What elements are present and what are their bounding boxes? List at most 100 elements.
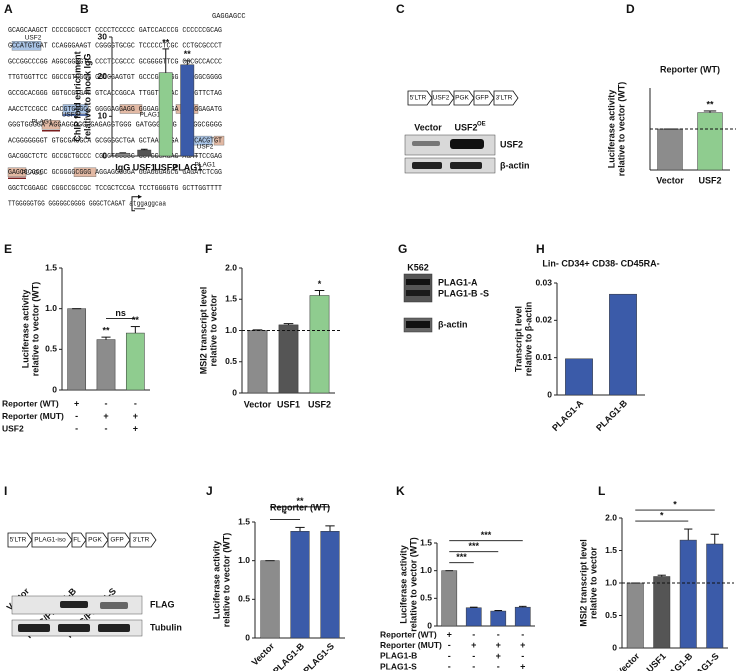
motif-label: USF2 [197, 144, 214, 151]
band-label: USF2 [500, 139, 523, 149]
x-tick-label: USF2 [308, 399, 331, 409]
comparison-label: *** [481, 530, 492, 540]
bar [137, 149, 152, 157]
chart-title: Reporter (WT) [270, 502, 330, 512]
x-tick-label: USF2 [698, 175, 721, 185]
condition-mark: - [134, 398, 137, 408]
motif-label: USF2 [25, 35, 42, 42]
condition-mark: - [448, 651, 451, 661]
construct-label: PLAG1-iso [34, 537, 66, 544]
sequence-line: GGCTCGGAGC CGGCCGCCGC TCCGCTCCGA TCCTGGG… [8, 185, 222, 193]
band [450, 139, 484, 149]
bar [441, 570, 458, 627]
x-tick-label: PLAG1-B [594, 398, 629, 433]
y-axis-label: MSI2 transcript level [198, 287, 208, 375]
significance: ** [132, 315, 140, 325]
condition-mark: + [133, 423, 138, 433]
y-axis-label: relative to mock IgG [82, 53, 92, 139]
condition-mark: - [497, 629, 500, 639]
x-tick-label: PLAG1-S [301, 641, 336, 671]
bar [653, 576, 671, 649]
y-axis-label: Transcript level [513, 306, 523, 372]
condition-mark: + [74, 398, 79, 408]
y-axis-label: relative to vector (WT) [616, 82, 626, 177]
band [60, 601, 88, 608]
y-axis-label: relative to vector [588, 546, 598, 619]
x-tick-label: USF2 [154, 162, 177, 172]
y-tick-label: 30 [98, 31, 108, 41]
bar [96, 339, 116, 391]
x-tick-label: Vector [250, 641, 277, 668]
bar [565, 358, 593, 396]
y-tick-label: 1.0 [605, 577, 617, 587]
motif-label: PLAG1 [32, 119, 53, 126]
x-tick-label: USF1 [133, 162, 156, 172]
motif-label: PLAG1 [195, 162, 216, 169]
band-label: FLAG [150, 599, 175, 609]
panel-label: H [536, 242, 545, 256]
condition-mark: - [75, 411, 78, 421]
bar [706, 543, 724, 649]
bar [609, 293, 637, 396]
start-arrowhead [138, 194, 142, 199]
sequence-line: TTGTGGTTCC GGCCGTGGGG GGCCGAGTGT GCCCGCG… [8, 74, 222, 82]
band [406, 290, 430, 296]
condition-mark: + [496, 651, 501, 661]
y-tick-label: 1.0 [45, 303, 57, 313]
y-axis-label: relative to vector (WT) [221, 533, 231, 628]
y-axis-label: Luciferase activity [20, 290, 30, 369]
y-tick-label: 0 [102, 150, 107, 160]
x-tick-label: USF1 [277, 399, 300, 409]
y-tick-label: 0.5 [238, 594, 250, 604]
y-tick-label: 1.5 [45, 262, 57, 272]
significance: ** [162, 37, 170, 47]
comparison-label: * [283, 509, 287, 519]
construct-label: 5'LTR [410, 95, 427, 102]
y-tick-label: 0 [52, 384, 57, 394]
y-tick-label: 1.0 [420, 565, 432, 575]
bar [679, 539, 697, 649]
panel-label: A [4, 2, 13, 16]
y-tick-label: 0.01 [535, 352, 552, 362]
panel-label: K [396, 484, 405, 498]
condition-mark: - [521, 651, 524, 661]
y-tick-label: 0.02 [535, 315, 552, 325]
motif-highlight [7, 167, 27, 177]
y-tick-label: 20 [98, 71, 108, 81]
construct-element [7, 532, 33, 548]
sequence-line: GCAGCAAGCT CCCCGCGCCT CCCCTCCCCC GATCCAC… [8, 27, 222, 35]
y-tick-label: 1.5 [605, 545, 617, 555]
condition-mark: + [447, 629, 452, 639]
panel-label: G [398, 242, 407, 256]
sequence-line: GCCGCACGGG GGTGCGTGAC GTCACCGGCA TTGGTTA… [8, 90, 222, 98]
y-axis-label: MSI2 transcript level [578, 539, 588, 627]
panel-label: J [206, 484, 213, 498]
motif-label: USF2 [62, 112, 79, 119]
construct-element [129, 532, 157, 548]
y-tick-label: 0 [245, 632, 250, 642]
comparison-label: ** [296, 496, 304, 506]
condition-mark: - [472, 651, 475, 661]
construct-element [85, 532, 109, 548]
y-tick-label: 0.5 [605, 610, 617, 620]
y-axis-label: relative to β-actin [523, 302, 533, 377]
condition-name: Reporter (WT) [380, 629, 437, 639]
y-tick-label: 1.0 [225, 325, 237, 335]
y-axis-label: Luciferase activity [211, 541, 221, 620]
sequence-line: GAGCCCGGGC GCGGGGCGGG AGGAGGGGGA GGAGGGA… [8, 169, 222, 177]
construct-element [407, 90, 433, 106]
condition-mark: + [496, 640, 501, 650]
condition-mark: - [105, 423, 108, 433]
x-tick-label: PLAG1 [172, 162, 202, 172]
panel-label: L [598, 484, 605, 498]
y-axis-label: relative to vector (WT) [30, 282, 40, 377]
y-axis-label: Luciferase activity [398, 545, 408, 624]
bar [158, 72, 173, 157]
comparison-label: *** [468, 541, 479, 551]
condition-mark: - [105, 398, 108, 408]
y-tick-label: 0 [427, 620, 432, 630]
condition-mark: - [448, 661, 451, 671]
band [450, 162, 482, 169]
construct-label: GFP [475, 95, 488, 102]
